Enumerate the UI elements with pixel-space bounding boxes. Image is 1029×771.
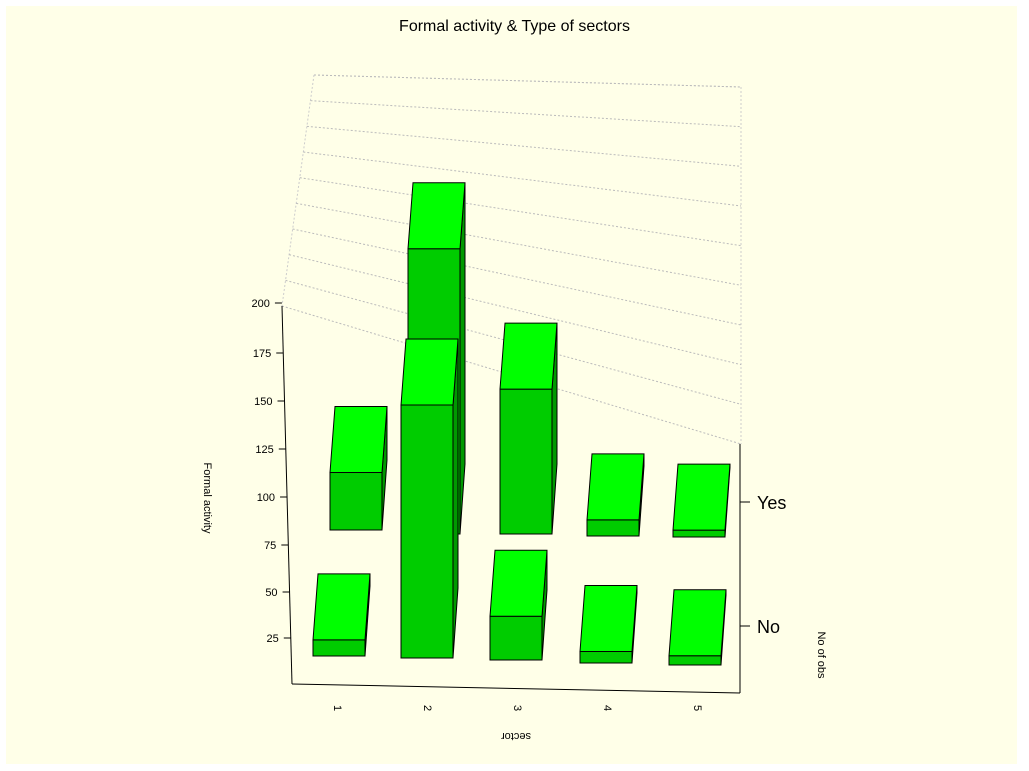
z-tick-label: 25	[267, 633, 279, 645]
chart-title: Formal activity & Type of sectors	[399, 18, 630, 35]
bar-top	[586, 453, 645, 521]
series-label-yes: Yes	[757, 493, 786, 513]
side-wall-top	[281, 74, 315, 307]
gridline	[288, 254, 742, 366]
y-axis-title: No of obs	[815, 631, 827, 679]
bar-front	[672, 529, 726, 538]
gridline	[306, 125, 742, 167]
gridline	[310, 100, 742, 128]
x-tick-label: 2	[421, 705, 433, 711]
z-tick-label: 100	[257, 492, 275, 504]
bar-front	[312, 639, 366, 657]
bar-front	[400, 404, 454, 659]
bar-top	[668, 589, 727, 657]
bar-top	[499, 322, 558, 390]
x-tick-label: 3	[511, 705, 523, 711]
bar-no-sector-4	[579, 585, 638, 664]
bar-top	[400, 338, 459, 406]
bar-no-sector-5	[668, 589, 727, 666]
bar-top	[489, 549, 548, 617]
bar-layer	[312, 182, 731, 666]
x-tick-label: 4	[601, 705, 613, 711]
bar-front	[499, 388, 553, 535]
bar-top	[672, 463, 731, 531]
gridline	[292, 228, 742, 326]
bar-yes-sector-3	[499, 322, 558, 535]
bar-front	[586, 519, 640, 537]
gridline	[296, 202, 742, 286]
z-tick-label: 175	[253, 348, 271, 360]
bar-yes-sector-5	[672, 463, 731, 538]
bar-top	[329, 406, 388, 473]
z-axis-line	[281, 305, 293, 685]
z-tick-label: 50	[265, 587, 277, 599]
bar-no-sector-1	[312, 573, 371, 657]
x-axis-title: sector	[501, 730, 531, 742]
z-axis-title: Formal activity	[201, 463, 213, 534]
z-tick-label: 200	[252, 298, 270, 310]
bar-top	[312, 573, 371, 641]
bar-top	[407, 182, 466, 250]
x-tick-label: 1	[331, 705, 343, 711]
bar-top	[579, 585, 638, 652]
x-axis-line	[291, 683, 741, 694]
bar-front	[329, 472, 383, 531]
z-tick-label: 125	[255, 444, 273, 456]
bar-no-sector-2	[400, 338, 459, 659]
gridline	[303, 151, 742, 207]
series-label-no: No	[757, 617, 780, 637]
bar-yes-sector-1	[329, 406, 388, 531]
grid-layer	[281, 74, 742, 445]
bar-yes-sector-4	[586, 453, 645, 537]
bar-front	[579, 651, 633, 664]
gridline	[313, 74, 742, 88]
z-tick-label: 75	[264, 540, 276, 552]
label-layer: 25 50 75 100 125 150 175 200 1 2 3 4 5 No Yes sector For…	[201, 298, 827, 742]
bar-front	[668, 655, 722, 666]
z-tick-label: 150	[254, 396, 272, 408]
axis-layer	[274, 302, 750, 694]
gridline	[299, 177, 742, 247]
bar-front	[489, 615, 543, 661]
x-tick-label: 5	[691, 705, 703, 711]
bar-no-sector-3	[489, 549, 548, 661]
